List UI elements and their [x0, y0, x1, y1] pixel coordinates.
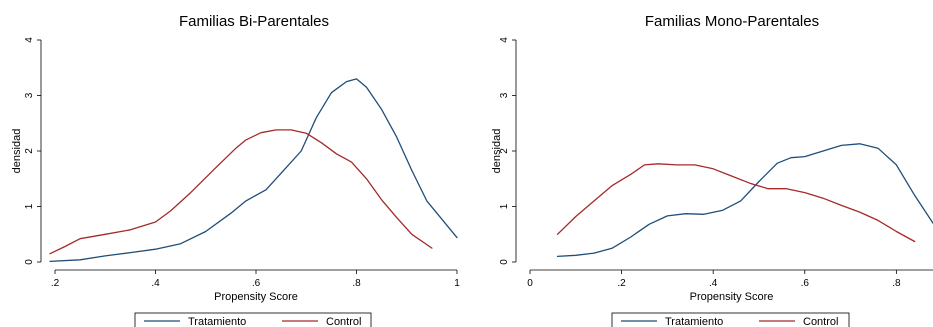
panel-title: Familias Mono-Parentales: [645, 13, 819, 30]
panel-1: Familias Bi-Parentales .2 .4 .6 .8 1 0 1 2 3 4 Prop…: [11, 13, 460, 327]
y-tick-label: 2: [24, 148, 35, 154]
y-tick-label: 3: [499, 92, 510, 98]
x-tick-label: .2: [51, 278, 60, 289]
legend-label-control: Control: [803, 316, 838, 327]
series-line-tratamiento: [49, 78, 458, 263]
y-tick-label: 4: [24, 37, 35, 43]
x-tick-label: .8: [352, 278, 361, 289]
legend-box: [134, 312, 372, 327]
x-tick-label: .2: [617, 278, 626, 289]
y-tick-label: 0: [24, 259, 35, 265]
y-axis-label: densidad: [491, 129, 503, 174]
series-line-control: [49, 129, 433, 255]
x-tick-label: .6: [252, 278, 261, 289]
y-tick-label: 1: [499, 203, 510, 209]
legend-box: [611, 312, 850, 327]
legend-label-tratamiento: Tratamiento: [665, 316, 723, 327]
y-tick-label: 2: [499, 148, 510, 154]
x-axis-label: Propensity Score: [690, 291, 774, 303]
x-tick-label: .4: [151, 278, 160, 289]
legend: Tratamiento Control: [134, 312, 372, 327]
x-tick-label: .6: [801, 278, 810, 289]
x-tick-label: .8: [892, 278, 901, 289]
y-tick-label: 4: [499, 37, 510, 43]
panel-2: Familias Mono-Parentales 0 .2 .4 .6 .8 0 1 2 3 4 Pr…: [491, 13, 933, 327]
y-tick-label: 0: [499, 259, 510, 265]
legend-label-tratamiento: Tratamiento: [188, 316, 246, 327]
legend-label-control: Control: [326, 316, 361, 327]
y-tick-label: 3: [24, 92, 35, 98]
x-tick-label: .4: [709, 278, 718, 289]
series-line-control: [556, 163, 916, 243]
y-axis-label: densidad: [11, 129, 23, 174]
panel-title: Familias Bi-Parentales: [179, 13, 329, 30]
legend: Tratamiento Control: [611, 312, 850, 327]
x-tick-label: 0: [527, 278, 533, 289]
x-tick-label: 1: [454, 278, 460, 289]
x-axis-label: Propensity Score: [214, 291, 298, 303]
y-tick-label: 1: [24, 203, 35, 209]
series-line-tratamiento: [556, 143, 933, 258]
